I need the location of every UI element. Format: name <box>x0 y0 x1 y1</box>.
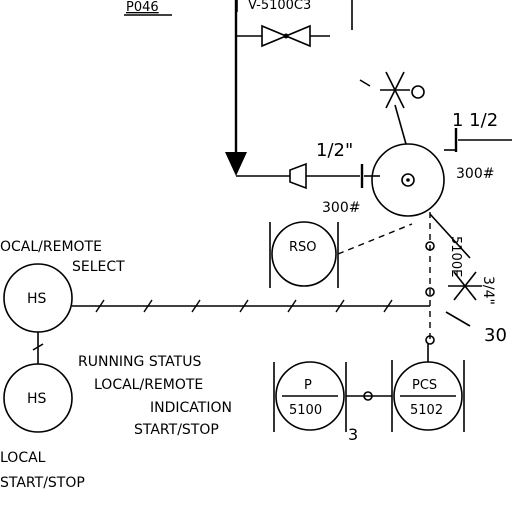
ref-3: 3 <box>348 425 358 444</box>
pump-casing-icon <box>371 143 445 217</box>
rating-300-a: 300# <box>322 200 360 216</box>
vent-line <box>394 104 407 145</box>
top-gate-valve-icon <box>261 24 311 48</box>
pump-shaft-icon <box>406 178 410 182</box>
indication-line1: RUNNING STATUS <box>78 354 201 370</box>
size-half-inch: 1/2" <box>316 140 353 161</box>
rso-label: RSO <box>289 240 317 255</box>
local-remote-select-line1: OCAL/REMOTE <box>0 239 102 255</box>
hs-local-bubble <box>3 363 73 433</box>
top-valve-tag: V-5100C3 <box>248 0 311 13</box>
side-valve-outlet <box>445 311 471 327</box>
signal-line-ticks <box>95 299 393 313</box>
hs-select-label: HS <box>27 291 47 307</box>
seal-to-drain <box>429 213 471 259</box>
pump-impeller-icon <box>401 173 415 187</box>
top-valve-stem-icon <box>283 33 289 39</box>
local-start-stop-line2: START/STOP <box>0 475 85 491</box>
indication-line3: INDICATION <box>150 400 232 416</box>
rso-link-dashed <box>337 223 413 255</box>
pcs-letters: PCS <box>412 378 437 393</box>
flow-arrow-icon <box>225 152 247 176</box>
pcs-number: 5102 <box>410 403 443 418</box>
vent-valve-handle-icon <box>411 85 425 99</box>
seal-node-mid <box>425 287 435 297</box>
reducer-icon <box>289 162 307 190</box>
hs-connector-tick <box>32 343 44 351</box>
local-remote-select-line2: SELECT <box>72 259 125 275</box>
p-pcs-node <box>363 391 373 401</box>
indication-line2: LOCAL/REMOTE <box>94 377 203 393</box>
ref-30: 30 <box>484 325 507 346</box>
local-start-stop-line1: LOCAL <box>0 450 46 466</box>
hs-local-label: HS <box>27 391 47 407</box>
vent-valve-tick <box>359 79 371 87</box>
seal-node-lower <box>425 335 435 345</box>
side-size: 3/4" <box>480 276 496 305</box>
seal-node-upper <box>425 241 435 251</box>
p-number: 5100 <box>289 403 322 418</box>
rso-instrument-bubble <box>271 221 337 287</box>
indication-line4: START/STOP <box>134 422 219 438</box>
size-one-half: 1 1/2 <box>452 110 498 131</box>
p-instrument-bubble <box>275 361 345 431</box>
rating-300-b: 300# <box>456 166 494 182</box>
top-partial-tag: P046 <box>126 0 159 15</box>
p-letters: P <box>304 378 312 393</box>
